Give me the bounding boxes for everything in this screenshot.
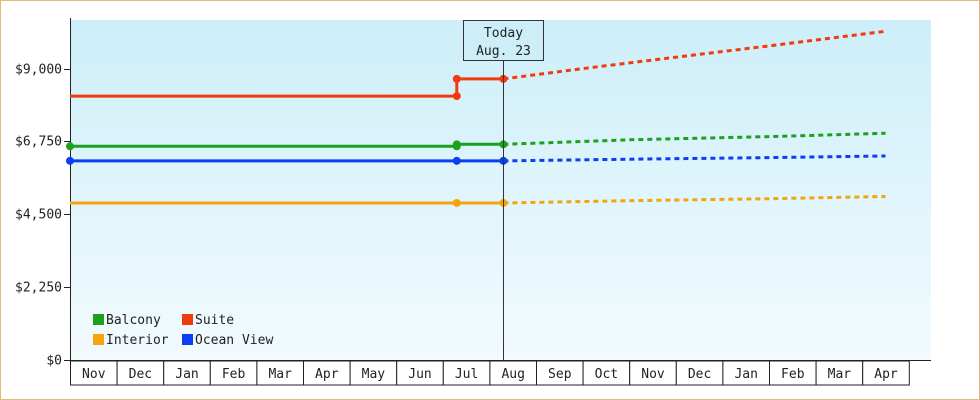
series-point-ocean-view — [452, 156, 461, 165]
x-tick-label: Nov — [641, 367, 665, 382]
x-axis: Nov Dec Jan Feb Mar Apr May Jun Jul Aug Sep Oct Nov D… — [70, 360, 910, 386]
y-axis: $0 $2,250 $4,500 $6,750 $9,000 — [15, 63, 70, 369]
x-month-cell — [256, 360, 304, 386]
y-tick-label: $9,000 — [15, 63, 62, 78]
x-tick-label: Jan — [734, 367, 757, 382]
x-month-cell — [582, 360, 631, 386]
series-point-suite — [452, 74, 461, 83]
today-date: Aug. 23 — [476, 44, 531, 59]
legend-swatch — [182, 314, 193, 325]
x-tick-label: Jun — [408, 367, 431, 382]
series-forecast-suite — [503, 29, 886, 81]
x-tick-label: Aug — [501, 367, 524, 382]
today-marker: Today Aug. 23 — [463, 20, 544, 360]
x-month-cell — [396, 360, 444, 386]
x-tick-label: May — [362, 367, 386, 382]
legend-swatch — [93, 314, 104, 325]
series-point-balcony — [452, 140, 461, 149]
legend-label: Balcony — [106, 313, 161, 328]
series-layer — [66, 29, 886, 207]
x-tick-label: Dec — [688, 367, 711, 382]
series-point-interior — [452, 198, 461, 207]
legend-label: Suite — [195, 313, 234, 328]
y-tick-label: $6,750 — [15, 135, 62, 150]
x-tick-label: Jul — [455, 367, 478, 382]
x-month-cell — [163, 360, 211, 386]
x-tick-label: Mar — [828, 367, 852, 382]
series-line-suite — [70, 77, 504, 98]
x-month-cell — [209, 360, 258, 386]
x-month-cell — [722, 360, 771, 386]
x-month-cell — [116, 360, 165, 386]
series-point-balcony — [66, 142, 74, 151]
x-month-cell — [489, 360, 537, 386]
y-tick-label: $4,500 — [15, 208, 62, 223]
series-point-suite — [452, 92, 461, 101]
x-tick-label: Feb — [781, 367, 805, 382]
x-tick-label: Nov — [82, 367, 106, 382]
x-tick-label: Apr — [315, 367, 339, 382]
x-month-cell — [769, 360, 817, 386]
legend-swatch — [182, 334, 193, 345]
legend: Balcony Suite Interior Ocean View — [93, 313, 273, 348]
x-month-cell — [629, 360, 677, 386]
x-tick-label: Apr — [874, 367, 898, 382]
x-tick-label: Sep — [548, 367, 572, 382]
x-month-cell — [862, 360, 910, 386]
plot-area — [70, 20, 931, 360]
x-tick-label: Oct — [595, 367, 618, 382]
legend-swatch — [93, 334, 104, 345]
legend-label: Interior — [106, 333, 169, 348]
series-point-ocean-view — [66, 156, 74, 165]
x-tick-label: Dec — [129, 367, 152, 382]
y-tick-label: $0 — [46, 354, 62, 369]
x-month-cell — [70, 360, 118, 386]
today-box — [463, 20, 544, 61]
legend-label: Ocean View — [195, 333, 273, 348]
x-tick-label: Jan — [175, 367, 198, 382]
x-tick-label: Feb — [222, 367, 246, 382]
x-tick-label: Mar — [268, 367, 292, 382]
y-tick-label: $2,250 — [15, 281, 62, 296]
today-label: Today — [484, 26, 523, 41]
